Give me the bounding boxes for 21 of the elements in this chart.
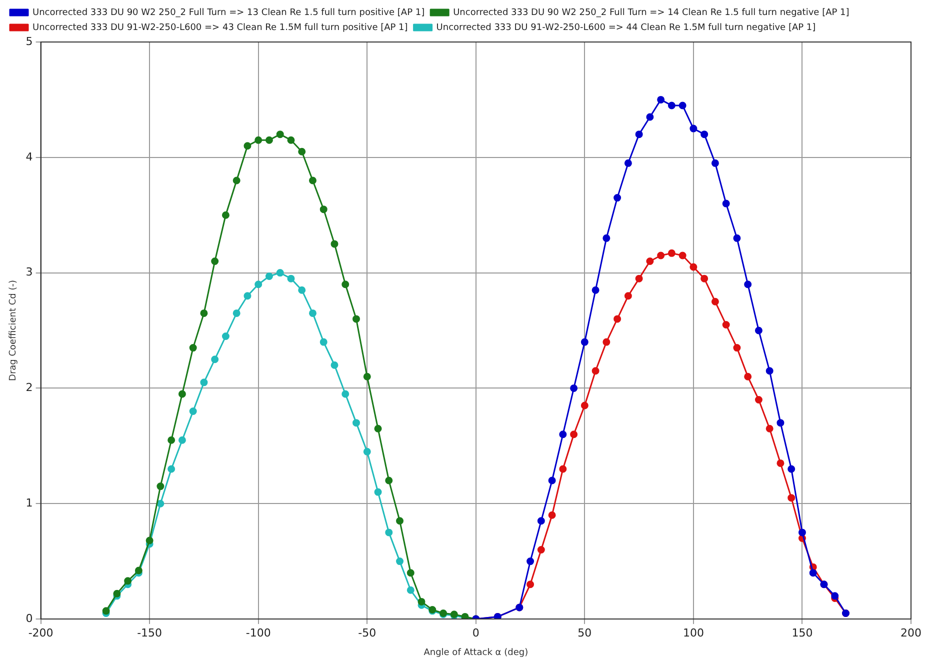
x-tick-label: -50 bbox=[358, 626, 376, 640]
x-tick-label: -100 bbox=[246, 626, 271, 640]
x-tick-label: 100 bbox=[682, 626, 704, 640]
y-tick-label: 5 bbox=[26, 34, 33, 48]
x-tick-label: 0 bbox=[472, 626, 480, 640]
x-tick-label: 150 bbox=[792, 626, 813, 640]
x-tick-label: -150 bbox=[137, 626, 162, 640]
legend-label: Uncorrected 333 DU 90 W2 250_2 Full Turn => 13 Clean Re 1.5 full turn positive [AP 1] bbox=[32, 8, 425, 18]
x-tick-label: 200 bbox=[900, 626, 922, 640]
legend-label: Uncorrected 333 DU 90 W2 250_2 Full Turn => 14 Clean Re 1.5 full turn negative [AP 1] bbox=[453, 8, 850, 18]
x-tick-label: -200 bbox=[28, 626, 54, 640]
y-tick-label: 2 bbox=[26, 381, 33, 394]
y-tick-label: 4 bbox=[26, 150, 33, 164]
y-axis-title: Drag Coefficient Cd (-) bbox=[8, 280, 19, 381]
x-tick-label: 50 bbox=[578, 626, 592, 640]
legend-label: Uncorrected 333 DU 91-W2-250-L600 => 43 Clean Re 1.5M full turn positive [AP 1] bbox=[32, 22, 408, 33]
y-tick-label: 3 bbox=[26, 266, 33, 279]
x-axis-title: Angle of Attack α (deg) bbox=[424, 648, 528, 658]
legend-label: Uncorrected 333 DU 91-W2-250-L600 => 44 Clean Re 1.5M full turn negative [AP 1] bbox=[436, 22, 816, 33]
y-tick-label: 1 bbox=[26, 496, 33, 510]
y-tick-label: 0 bbox=[26, 612, 33, 625]
